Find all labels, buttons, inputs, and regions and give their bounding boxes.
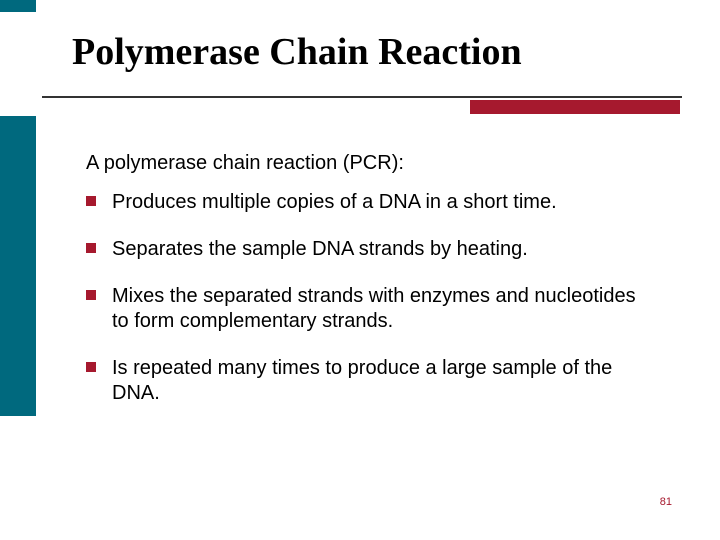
slide: Polymerase Chain Reaction A polymerase c… — [0, 0, 720, 540]
title-underline — [42, 96, 682, 98]
bullet-item: Separates the sample DNA strands by heat… — [86, 237, 656, 262]
bullet-item: Is repeated many times to produce a larg… — [86, 356, 656, 406]
bullet-item: Produces multiple copies of a DNA in a s… — [86, 190, 656, 215]
page-number: 81 — [660, 496, 672, 508]
intro-text: A polymerase chain reaction (PCR): — [86, 152, 404, 175]
bullet-list: Produces multiple copies of a DNA in a s… — [86, 190, 656, 428]
bullet-item: Mixes the separated strands with enzymes… — [86, 284, 656, 334]
teal-side-bar — [0, 116, 36, 416]
accent-bar — [470, 100, 680, 114]
teal-corner-accent — [0, 0, 36, 12]
slide-title: Polymerase Chain Reaction — [72, 30, 522, 74]
